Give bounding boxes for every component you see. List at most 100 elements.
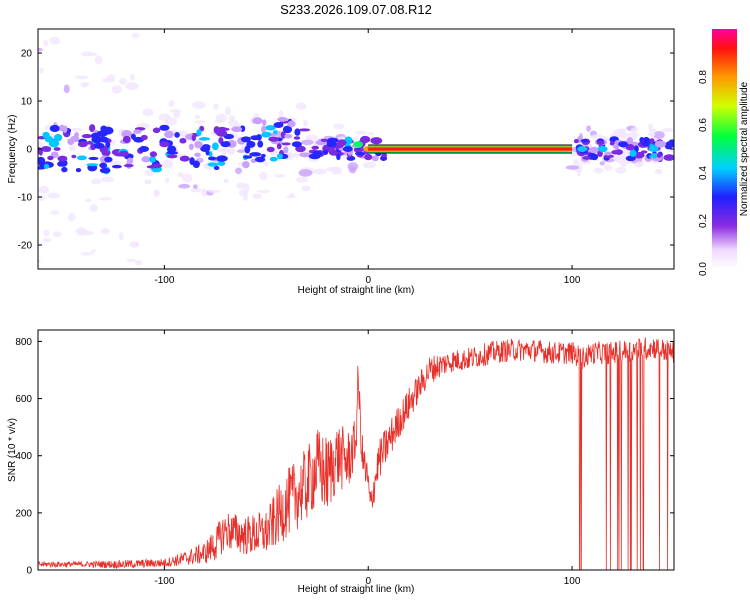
heatmap-band-blob xyxy=(179,137,187,144)
heatmap-peak-blob xyxy=(618,141,629,148)
heatmap-noise-blob xyxy=(38,185,50,194)
heatmap-band-blob xyxy=(293,136,301,140)
heatmap-band-blob xyxy=(580,139,589,143)
heatmap-noise-blob xyxy=(43,39,49,47)
heatmap-noise-blob xyxy=(49,36,61,45)
heatmap-noise-blob xyxy=(101,78,116,83)
snr-ylabel: SNR (10 * v/v) xyxy=(7,418,18,482)
heatmap-band-blob xyxy=(126,157,134,165)
heatmap-noise-blob xyxy=(190,188,202,193)
heatmap-noise-blob xyxy=(263,162,269,167)
heatmap-band-blob xyxy=(625,144,635,151)
heatmap-band-blob xyxy=(50,151,59,159)
spectrogram-image xyxy=(38,32,674,266)
heatmap-band-blob xyxy=(141,156,151,163)
heatmap-band-blob xyxy=(337,139,347,147)
heatmap-band-blob xyxy=(231,126,243,133)
heatmap-noise-blob xyxy=(208,189,221,193)
heatmap-noise-blob xyxy=(80,252,94,256)
heatmap-band-blob xyxy=(89,124,96,133)
heatmap-noise-blob xyxy=(295,176,309,183)
heatmap-band-blob xyxy=(283,146,289,154)
heatmap-band-blob xyxy=(663,154,674,161)
heatmap-noise-blob xyxy=(603,164,613,171)
heatmap-noise-blob xyxy=(129,241,140,248)
heatmap-band-blob xyxy=(281,142,291,146)
heatmap-band-blob xyxy=(53,147,61,151)
heatmap-peak-blob xyxy=(220,141,231,148)
heatmap-band-blob xyxy=(354,151,367,156)
heatmap-noise-blob xyxy=(274,174,286,178)
heatmap-noise-blob xyxy=(162,159,174,169)
heatmap-noise-blob xyxy=(38,259,41,264)
heatmap-band-blob xyxy=(614,145,619,150)
heatmap-band-blob xyxy=(244,145,251,154)
heatmap-noise-blob xyxy=(125,82,139,91)
y-tick-label: 10 xyxy=(21,97,33,108)
heatmap-band-blob xyxy=(90,132,101,139)
heatmap-band-blob xyxy=(174,132,180,138)
heatmap-band-blob xyxy=(242,161,250,169)
heatmap-noise-blob xyxy=(586,125,591,132)
heatmap-band-blob xyxy=(86,163,99,167)
y-tick-label: 0 xyxy=(26,566,32,577)
heatmap-band-blob xyxy=(609,141,615,146)
heatmap-band-blob xyxy=(166,154,178,159)
heatmap-noise-blob xyxy=(259,171,268,181)
heatmap-band-blob xyxy=(243,155,253,159)
heatmap-band-blob xyxy=(370,137,383,145)
heatmap-noise-blob xyxy=(252,193,263,199)
heatmap-noise-blob xyxy=(661,127,674,133)
heatmap-noise-blob xyxy=(164,177,170,184)
y-tick-label: 400 xyxy=(15,451,32,462)
heatmap-band-blob xyxy=(320,138,328,142)
heatmap-peak-blob xyxy=(648,146,659,152)
heatmap-noise-blob xyxy=(43,229,50,237)
heatmap-band-blob xyxy=(43,163,50,169)
heatmap-noise-blob xyxy=(192,184,198,189)
heatmap-noise-blob xyxy=(111,85,123,94)
x-tick-label: 0 xyxy=(365,275,371,286)
heatmap-noise-blob xyxy=(593,167,604,174)
heatmap-noise-blob xyxy=(38,48,43,52)
heatmap-band-blob xyxy=(133,129,142,134)
heatmap-noise-blob xyxy=(221,148,227,157)
heatmap-band-blob xyxy=(149,156,157,163)
heatmap-band-blob xyxy=(381,152,388,158)
heatmap-band-blob xyxy=(268,136,280,142)
heatmap-noise-blob xyxy=(134,260,143,266)
heatmap-band-blob xyxy=(75,168,82,173)
heatmap-band-blob xyxy=(194,152,201,157)
heatmap-band-blob xyxy=(149,151,158,158)
colorbar: 0.0 0.2 0.4 0.6 0.8 Normalized spectral ampl… xyxy=(698,29,750,276)
heatmap-band-blob xyxy=(254,156,266,163)
heatmap-peak-blob xyxy=(342,146,353,152)
heatmap-band-blob xyxy=(196,129,202,137)
heatmap-band-blob xyxy=(48,139,60,148)
heatmap-peak-blob xyxy=(312,150,323,157)
heatmap-noise-blob xyxy=(362,161,377,169)
heatmap-noise-blob xyxy=(634,161,643,168)
heatmap-noise-blob xyxy=(131,32,140,39)
heatmap-peak-blob xyxy=(179,155,190,162)
heatmap-noise-blob xyxy=(67,213,76,222)
heatmap-peak-blob xyxy=(326,141,337,148)
heatmap-band-blob xyxy=(590,153,599,161)
heatmap-band-blob xyxy=(122,135,131,144)
heatmap-peak-blob xyxy=(291,141,302,148)
heatmap-band-blob xyxy=(99,167,111,174)
heatmap-band-blob xyxy=(86,141,93,145)
heatmap-noise-blob xyxy=(295,102,307,111)
heatmap-noise-blob xyxy=(118,232,124,240)
heatmap-band-blob xyxy=(625,155,636,162)
heatmap-peak-blob xyxy=(77,141,88,148)
heatmap-band-blob xyxy=(294,128,301,136)
heatmap-noise-blob xyxy=(85,198,92,203)
figure-title: S233.2026.109.07.08.R12 xyxy=(280,2,432,17)
y-tick-label: 0 xyxy=(26,145,32,156)
heatmap-band-blob xyxy=(53,133,63,142)
heatmap-band-blob xyxy=(99,162,108,169)
heatmap-noise-blob xyxy=(38,195,45,201)
